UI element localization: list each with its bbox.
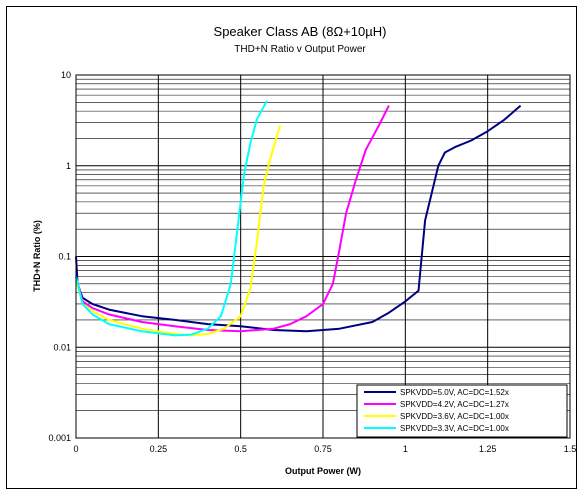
- x-tick-label: 0: [73, 444, 78, 454]
- y-tick-label: 0.1: [58, 252, 71, 262]
- x-tick-label: 1: [403, 444, 408, 454]
- chart-subtitle: THD+N Ratio v Output Power: [234, 44, 366, 55]
- legend-label: SPKVDD=4.2V, AC=DC=1.27x: [400, 400, 509, 409]
- y-tick-label: 0.001: [48, 433, 71, 443]
- y-tick-label: 10: [61, 70, 71, 80]
- x-tick-label: 1.25: [479, 444, 497, 454]
- x-tick-label: 0.25: [150, 444, 168, 454]
- x-axis-ticks: 0 0.25 0.5 0.75 1 1.25 1.5: [73, 444, 576, 454]
- y-tick-label: 0.01: [53, 342, 71, 352]
- series-line-4: [75, 100, 268, 337]
- chart-title: Speaker Class AB (8Ω+10µH): [214, 24, 387, 39]
- y-tick-label: 1: [66, 161, 71, 171]
- x-axis-label: Output Power (W): [285, 466, 361, 476]
- grid: [75, 75, 571, 439]
- x-tick-label: 0.5: [234, 444, 247, 454]
- plot-border: [75, 74, 571, 439]
- x-tick-label: 0.75: [314, 444, 332, 454]
- legend-box: [356, 384, 568, 438]
- legend-label: SPKVDD=3.6V, AC=DC=1.00x: [400, 412, 509, 421]
- series-line-2: [75, 105, 390, 333]
- y-axis-label: THD+N Ratio (%): [32, 220, 42, 292]
- x-tick-label: 1.5: [564, 444, 577, 454]
- legend-label: SPKVDD=5.0V, AC=DC=1.52x: [400, 388, 509, 397]
- series-line-1: [75, 104, 522, 333]
- y-axis-ticks: 0.001 0.01 0.1 1 10: [48, 70, 71, 443]
- legend: SPKVDD=5.0V, AC=DC=1.52x SPKVDD=4.2V, AC=…: [356, 384, 568, 438]
- series-lines: [75, 100, 522, 337]
- series-line-3: [75, 124, 282, 337]
- legend-label: SPKVDD=3.3V, AC=DC=1.00x: [400, 424, 509, 433]
